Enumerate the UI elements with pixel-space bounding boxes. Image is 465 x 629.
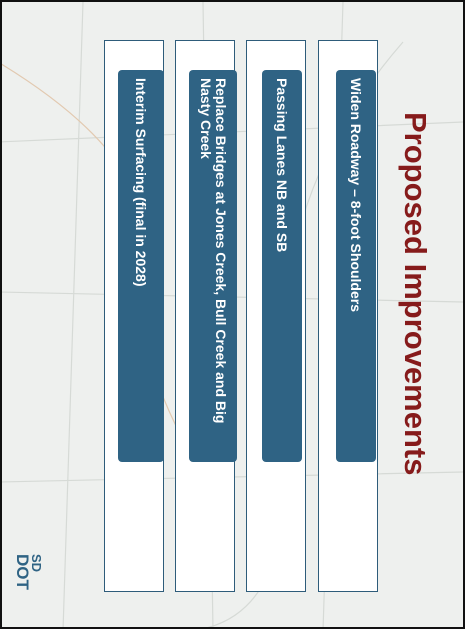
item-bar: Passing Lanes NB and SB xyxy=(262,70,302,462)
logo: SD DOT xyxy=(9,554,44,610)
item-bar: Widen Roadway – 8-foot Shoulders xyxy=(336,70,376,462)
logo-bottom: DOT xyxy=(13,554,32,590)
slide-title: Proposed Improvements xyxy=(398,112,433,476)
item-bar: Replace Bridges at Jones Creek, Bull Cre… xyxy=(189,70,237,462)
item-bar: Interim Surfacing (final in 2028) xyxy=(118,70,164,462)
